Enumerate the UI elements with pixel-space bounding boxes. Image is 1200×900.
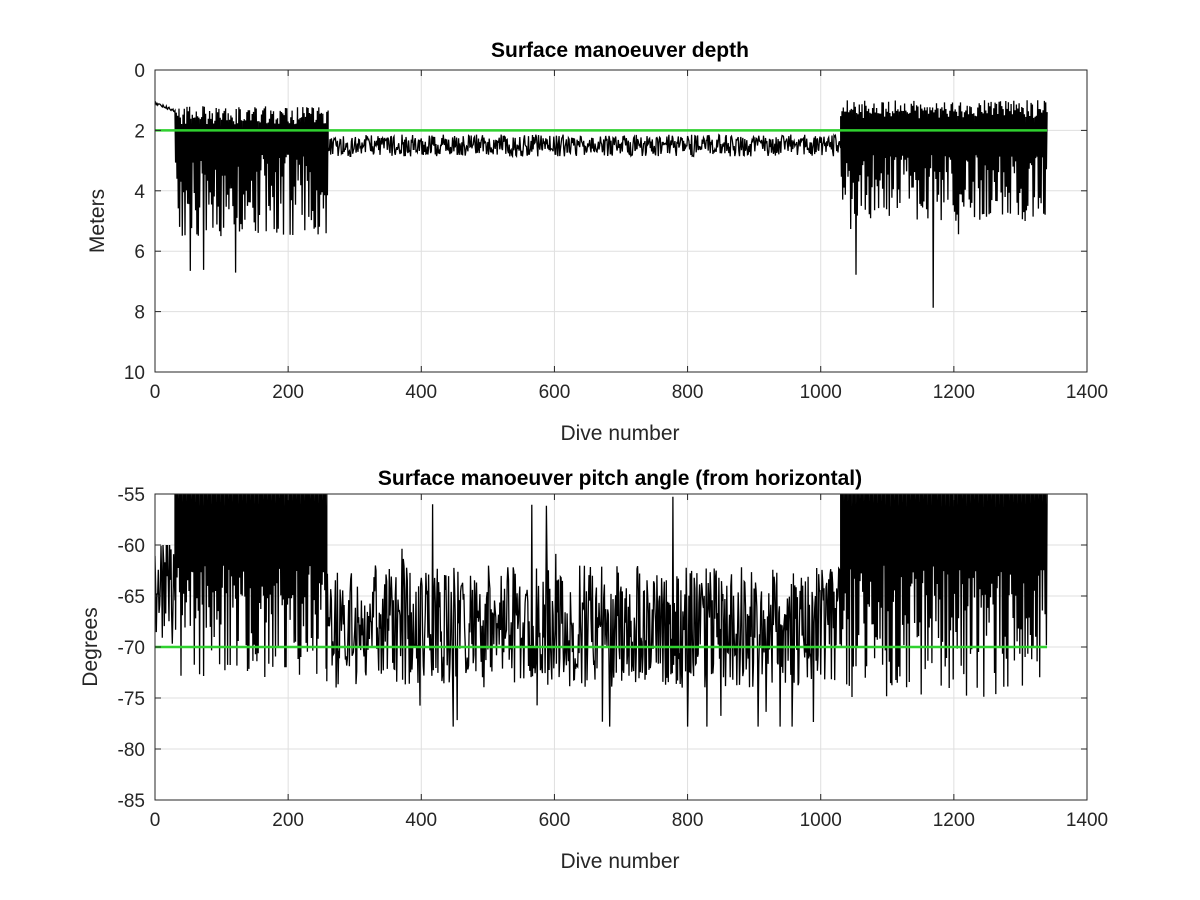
x-tick-label: 1200 (933, 382, 975, 403)
y-tick-label: 10 (124, 363, 145, 384)
x-tick-label: 800 (672, 382, 704, 403)
y-tick-label: 0 (134, 61, 145, 82)
x-tick-label: 1400 (1066, 382, 1108, 403)
x-tick-labels: 0 200 400 600 800 1000 1200 1400 (150, 494, 1108, 831)
x-tick-label: 400 (405, 810, 437, 831)
data-line (155, 494, 1048, 727)
y-axis-label: Meters (86, 189, 109, 253)
x-tick-label: 600 (539, 382, 571, 403)
chart-title: Surface manoeuver pitch angle (from hori… (378, 467, 862, 490)
pitch-panel: Surface manoeuver pitch angle (from hori… (79, 467, 1108, 873)
depth-panel: Surface manoeuver depth 0 200 400 600 800 100… (86, 39, 1108, 445)
y-tick-label: 6 (134, 242, 145, 263)
x-tick-label: 0 (150, 382, 161, 403)
y-tick-label: 4 (134, 182, 145, 203)
x-tick-label: 800 (672, 810, 704, 831)
y-tick-label: -65 (118, 587, 145, 608)
y-tick-label: -80 (118, 740, 145, 761)
x-tick-label: 0 (150, 810, 161, 831)
data-series (155, 100, 1048, 308)
x-tick-label: 600 (539, 810, 571, 831)
x-axis-label: Dive number (560, 422, 679, 445)
chart-title: Surface manoeuver depth (491, 39, 749, 62)
axes-frame (154, 69, 1088, 373)
y-tick-labels: 0 2 4 6 8 10 (124, 61, 1087, 384)
x-tick-label: 200 (272, 810, 304, 831)
y-tick-labels: -55 -60 -65 -70 -75 -80 -85 (118, 485, 1087, 812)
y-tick-label: -70 (118, 638, 145, 659)
x-axis-label: Dive number (560, 850, 679, 873)
x-tick-label: 1200 (933, 810, 975, 831)
y-tick-label: 2 (134, 121, 145, 142)
x-tick-label: 200 (272, 382, 304, 403)
x-tick-label: 1400 (1066, 810, 1108, 831)
data-line (155, 100, 1048, 308)
y-tick-label: -60 (118, 536, 145, 557)
y-tick-label: -55 (118, 485, 145, 506)
x-tick-label: 1000 (800, 382, 842, 403)
x-tick-labels: 0 200 400 600 800 1000 1200 1400 (150, 70, 1108, 403)
y-axis-label: Degrees (79, 607, 102, 686)
y-tick-label: -75 (118, 689, 145, 710)
x-tick-label: 1000 (800, 810, 842, 831)
y-tick-label: 8 (134, 303, 145, 324)
y-tick-label: -85 (118, 791, 145, 812)
x-tick-label: 400 (405, 382, 437, 403)
data-series (155, 494, 1048, 727)
